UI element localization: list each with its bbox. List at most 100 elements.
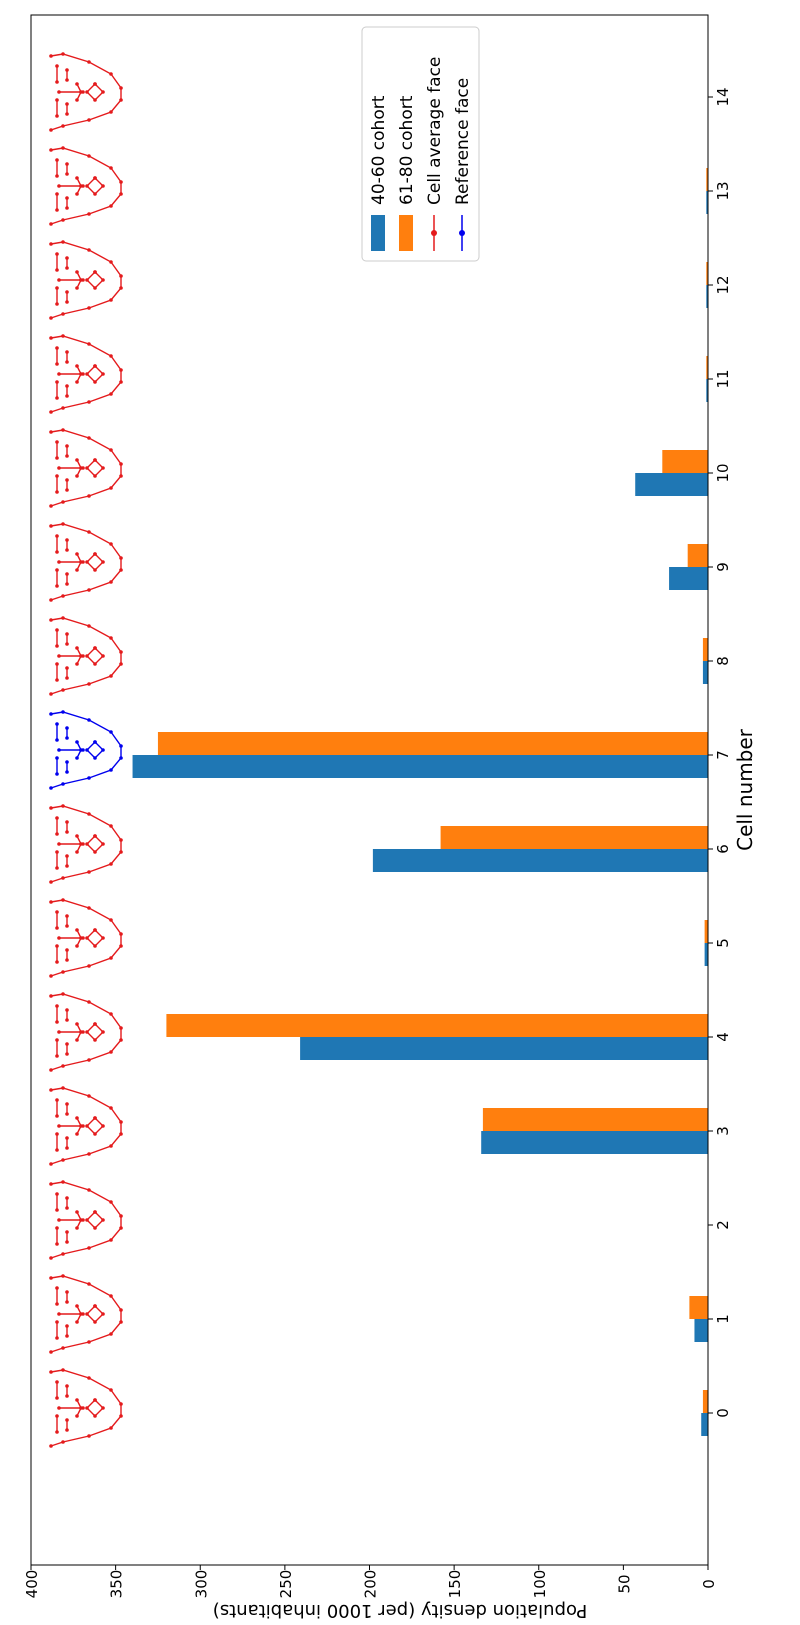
y-tick-label: 200 [362,1570,380,1599]
face-brow-line-point [55,192,59,196]
face-jaw-line-point [61,500,65,504]
face-brow-line-point [55,534,59,538]
face-jaw-line-point [109,110,113,114]
face-nose-base-point [79,466,83,470]
face-brow-line-point [55,98,59,102]
face-nose-base-point [75,756,79,760]
face-brow-line-point [55,756,59,760]
face-mouth-line-point [101,560,105,564]
face-jaw-line-point [109,824,113,828]
face-eye-line-point [65,256,69,260]
face-eye-line-point [65,444,69,448]
face-nose-base-point [75,834,79,838]
face-brow-line-point [55,1208,59,1212]
face-nose-line-point [57,1312,61,1316]
face-mouth-line-point [93,82,97,86]
face-nose-base-point [79,936,83,940]
face-eye-line-point [65,820,69,824]
face-mouth-line-point [93,286,97,290]
face-jaw-line-point [109,1294,113,1298]
face-jaw-line-point [49,1068,53,1072]
face-eye-line-point [65,1146,69,1150]
face-nose-line-point [57,842,61,846]
cell-average-face-11 [49,334,123,414]
face-jaw-line-point [119,368,123,372]
cell-average-face-13 [49,146,123,226]
face-jaw-line-point [49,1444,53,1448]
cell-average-face-12 [49,240,123,320]
face-jaw-line [50,805,122,883]
face-jaw-line-point [49,504,53,508]
face-jaw-line-point [61,52,65,56]
face-mouth-line-point [93,646,97,650]
face-eye-line-point [65,196,69,200]
face-nose-base-point [75,928,79,932]
face-nose-base-point [79,90,83,94]
face-nose-base-point [75,1320,79,1324]
face-brow-line-point [55,474,59,478]
face-jaw-line-point [61,312,65,316]
face-jaw-line-point [61,876,65,880]
face-jaw-line-point [87,1282,91,1286]
face-mouth-line-point [93,458,97,462]
y-axis-label: Population density (per 1000 inhabitants… [213,1600,587,1621]
face-eye-line-point [65,394,69,398]
face-mouth-line [86,271,104,289]
face-eye-line-point [65,360,69,364]
face-jaw-line-point [87,588,91,592]
face-jaw-line-point [119,380,123,384]
face-jaw-line [50,1369,122,1447]
bar-cohort-61-80-cell-7 [157,732,708,755]
face-eye-line-point [65,1240,69,1244]
face-mouth-line-point [85,842,89,846]
face-eye-line-point [65,1384,69,1388]
face-brow-line-point [55,738,59,742]
face-eye-line-point [65,266,69,270]
face-jaw-line-point [61,710,65,714]
face-jaw-line-point [109,1200,113,1204]
face-brow-line-point [55,1020,59,1024]
face-mouth-line-point [101,278,105,282]
cell-average-face-10 [49,428,123,508]
face-jaw-line [50,523,122,601]
face-mouth-line [86,553,104,571]
face-jaw-line [50,335,122,413]
face-brow-line-point [55,114,59,118]
face-jaw-line-point [119,568,123,572]
face-nose-base-point [75,82,79,86]
face-jaw-line-point [119,756,123,760]
face-nose-base-point [75,568,79,572]
y-tick-label: 0 [700,1579,718,1589]
face-jaw-line-point [109,730,113,734]
face-jaw-line-point [61,240,65,244]
face-jaw-line-point [61,804,65,808]
face-jaw-line-point [49,618,53,622]
face-eye-line-point [65,1018,69,1022]
face-jaw-line-point [49,994,53,998]
face-jaw-line-point [109,1144,113,1148]
face-jaw-line-point [61,898,65,902]
cell-average-face-1 [49,1274,123,1354]
face-mouth-line [86,1023,104,1041]
face-nose-base-point [75,286,79,290]
x-tick-label: 10 [714,463,732,482]
face-mouth-line-point [93,928,97,932]
face-nose-base-point [79,842,83,846]
face-nose-base-point [75,740,79,744]
face-jaw-line-point [119,1026,123,1030]
face-nose-base-point [79,1312,83,1316]
face-eye-line-point [65,1206,69,1210]
face-nose-base-point [79,278,83,282]
face-mouth-line-point [93,1022,97,1026]
x-tick-label: 1 [714,1314,732,1324]
face-mouth-line [86,365,104,383]
face-nose-base-point [75,474,79,478]
face-brow-line-point [55,1004,59,1008]
bar-cohort-40-60-cell-9 [669,567,708,590]
bar-cohort-61-80-cell-1 [689,1296,708,1319]
bar-cohort-61-80-cell-11 [706,356,708,379]
face-mouth-line-point [93,98,97,102]
face-jaw-line-point [119,1226,123,1230]
face-nose-line-point [57,654,61,658]
face-brow-line-point [55,1286,59,1290]
